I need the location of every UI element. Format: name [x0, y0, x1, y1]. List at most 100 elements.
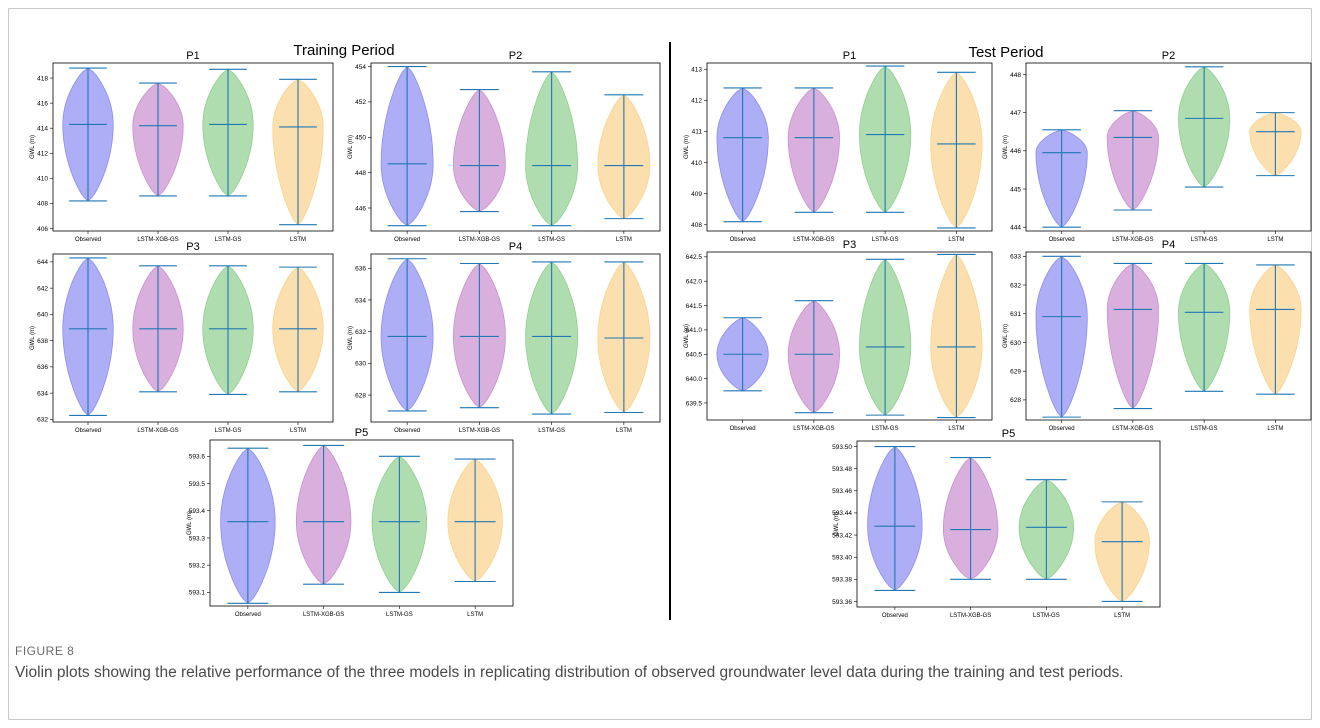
- y-axis-label: GWL (m): [30, 135, 36, 159]
- y-tick-label: 408: [37, 201, 48, 208]
- chart-title: P1: [186, 50, 199, 62]
- plot-frame: [209, 439, 514, 607]
- x-tick-label: LSTM: [616, 428, 632, 434]
- y-tick-label: 593.1: [189, 590, 206, 597]
- x-tick-label: Observed: [882, 613, 908, 619]
- y-tick-label: 444: [1010, 224, 1021, 231]
- x-tick-label: LSTM-XGB-GS: [950, 613, 991, 619]
- y-tick-label: 633: [1010, 254, 1021, 261]
- y-tick-label: 629: [1010, 368, 1021, 375]
- y-tick-label: 593.48: [832, 466, 852, 473]
- y-axis-label: GWL (m): [684, 135, 690, 159]
- y-tick-label: 642.5: [686, 254, 703, 261]
- y-tick-label: 416: [37, 100, 48, 107]
- y-tick-label: 642.0: [686, 279, 703, 286]
- violin-chart-test-p4: P4 GWL (m) 628 629 630 631 632 633 Observed LSTM-…: [1003, 239, 1312, 432]
- y-tick-label: 639.5: [686, 400, 703, 407]
- y-tick-label: 450: [355, 135, 366, 142]
- y-tick-label: 410: [691, 160, 702, 167]
- plot-frame: [1025, 251, 1312, 421]
- violin-chart-test-p2: P2 GWL (m) 444 445 446 447 448 Observed LSTM-XGB…: [1003, 50, 1312, 243]
- x-tick-label: LSTM-XGB-GS: [137, 428, 178, 434]
- x-tick-label: LSTM-GS: [1191, 237, 1218, 243]
- y-tick-label: 452: [355, 99, 366, 106]
- violin-chart-training-p1: P1 GWL (m) 406 408 410 412 414 416 418 Observed LS…: [30, 50, 334, 243]
- plot-frame: [856, 440, 1161, 608]
- x-tick-label: LSTM-GS: [872, 237, 899, 243]
- x-tick-label: LSTM-GS: [215, 428, 242, 434]
- y-tick-label: 414: [37, 125, 48, 132]
- training-period-title: Training Period: [293, 42, 394, 59]
- violin-chart-training-p5: P5 GWL (m) 593.1 593.2 593.3 593.4 593.5 593.6 O…: [187, 427, 514, 618]
- violin-chart-test-p3: P3 GWL (m) 639.5 640.0 640.5 641.0 641.5 642.0 6…: [684, 239, 993, 432]
- chart-title: P4: [509, 241, 522, 253]
- y-tick-label: 628: [1010, 397, 1021, 404]
- chart-title: P2: [509, 50, 522, 62]
- chart-title: P3: [186, 241, 199, 253]
- y-tick-label: 418: [37, 75, 48, 82]
- x-tick-label: Observed: [730, 426, 756, 432]
- x-tick-label: LSTM: [1114, 613, 1130, 619]
- y-axis-label: GWL (m): [348, 326, 354, 350]
- chart-title: P2: [1162, 50, 1175, 62]
- plot-frame: [370, 253, 661, 423]
- y-tick-label: 448: [1010, 72, 1021, 79]
- x-tick-label: LSTM-XGB-GS: [793, 237, 834, 243]
- violin-charts: P1 GWL (m) 406 408 410 412 414 416 418 Observed LS…: [30, 50, 1312, 619]
- x-tick-label: LSTM-XGB-GS: [303, 612, 344, 618]
- x-tick-label: LSTM-GS: [1033, 613, 1060, 619]
- y-tick-label: 409: [691, 191, 702, 198]
- y-axis-label: GWL (m): [1003, 135, 1009, 159]
- y-tick-label: 628: [355, 392, 366, 399]
- y-tick-label: 640: [37, 312, 48, 319]
- x-tick-label: LSTM-GS: [538, 237, 565, 243]
- test-period-title: Test Period: [968, 44, 1043, 61]
- y-tick-label: 632: [1010, 282, 1021, 289]
- figure-caption: Violin plots showing the relative perfor…: [15, 664, 1124, 681]
- y-tick-label: 411: [692, 129, 703, 136]
- y-axis-label: GWL (m): [1003, 324, 1009, 348]
- x-tick-label: Observed: [1049, 237, 1075, 243]
- y-tick-label: 412: [37, 151, 48, 158]
- y-tick-label: 410: [37, 176, 48, 183]
- x-tick-label: LSTM-XGB-GS: [137, 237, 178, 243]
- x-tick-label: Observed: [75, 428, 101, 434]
- y-tick-label: 631: [1010, 311, 1021, 318]
- x-tick-label: LSTM-GS: [215, 237, 242, 243]
- y-tick-label: 447: [1010, 110, 1021, 117]
- figure-caption-block: FIGURE 8 Violin plots showing the relati…: [15, 644, 1305, 683]
- violin-chart-training-p4: P4 GWL (m) 628 630 632 634 636 Observed LSTM-XGB…: [348, 241, 661, 434]
- x-tick-label: LSTM-GS: [872, 426, 899, 432]
- x-tick-label: LSTM: [290, 428, 306, 434]
- plot-frame: [706, 62, 993, 232]
- figure-label: FIGURE 8: [15, 644, 75, 658]
- plot-frame: [52, 253, 334, 423]
- y-tick-label: 630: [355, 361, 366, 368]
- y-tick-label: 641.0: [686, 327, 703, 334]
- x-tick-label: LSTM: [1267, 237, 1283, 243]
- y-tick-label: 593.6: [189, 454, 206, 461]
- y-tick-label: 454: [355, 64, 366, 71]
- y-tick-label: 632: [355, 329, 366, 336]
- y-tick-label: 593.2: [189, 562, 206, 569]
- x-tick-label: LSTM-XGB-GS: [1112, 237, 1153, 243]
- x-tick-label: LSTM: [948, 237, 964, 243]
- y-tick-label: 630: [1010, 340, 1021, 347]
- chart-title: P1: [843, 50, 856, 62]
- plot-frame: [52, 62, 334, 232]
- y-axis-label: GWL (m): [30, 326, 36, 350]
- y-tick-label: 446: [355, 205, 366, 212]
- x-tick-label: Observed: [1049, 426, 1075, 432]
- y-axis-label: GWL (m): [834, 512, 840, 536]
- violin-chart-training-p3: P3 GWL (m) 632 634 636 638 640 642 644 Observed LS…: [30, 241, 334, 434]
- x-tick-label: LSTM-GS: [386, 612, 413, 618]
- y-tick-label: 632: [37, 417, 48, 424]
- y-tick-label: 445: [1010, 186, 1021, 193]
- y-tick-label: 593.38: [832, 577, 852, 584]
- x-tick-label: Observed: [75, 237, 101, 243]
- y-tick-label: 641.5: [686, 303, 703, 310]
- x-tick-label: LSTM: [616, 237, 632, 243]
- x-tick-label: LSTM-GS: [538, 428, 565, 434]
- x-tick-label: LSTM: [1267, 426, 1283, 432]
- y-tick-label: 593.44: [832, 510, 852, 517]
